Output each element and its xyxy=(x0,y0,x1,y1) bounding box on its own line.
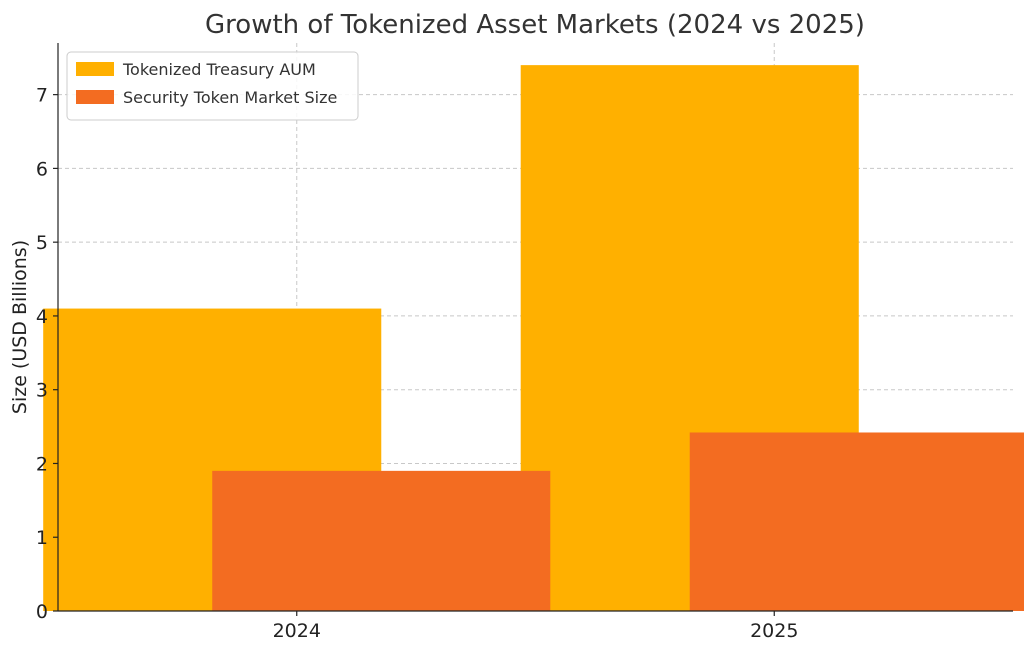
y-tick-label: 5 xyxy=(36,232,48,254)
y-tick-label: 1 xyxy=(36,527,48,549)
legend-label: Security Token Market Size xyxy=(123,88,337,107)
y-tick-labels: 0 1 2 3 4 5 6 7 xyxy=(36,85,58,623)
y-tick-label: 6 xyxy=(36,158,48,180)
x-tick-labels: 2024 2025 xyxy=(273,611,798,642)
y-axis-label: Size (USD Billions) xyxy=(9,240,31,414)
x-tick-label: 2025 xyxy=(750,620,798,642)
y-tick-label: 2 xyxy=(36,453,48,475)
legend-swatch xyxy=(76,90,114,104)
legend: Tokenized Treasury AUM Security Token Mar… xyxy=(66,51,359,121)
x-tick-label: 2024 xyxy=(273,620,321,642)
y-tick-label: 3 xyxy=(36,380,48,402)
axes xyxy=(57,43,1013,612)
legend-box xyxy=(66,51,359,121)
y-tick-label: 7 xyxy=(36,85,48,107)
bars xyxy=(43,65,1024,611)
bar-series-1-2024 xyxy=(212,470,551,611)
legend-label: Tokenized Treasury AUM xyxy=(122,60,316,79)
bar-series-1-2025 xyxy=(689,432,1024,611)
chart-title: Growth of Tokenized Asset Markets (2024 … xyxy=(205,10,865,40)
legend-swatch xyxy=(76,62,114,76)
y-tick-label: 0 xyxy=(36,601,48,623)
y-tick-label: 4 xyxy=(36,306,48,328)
